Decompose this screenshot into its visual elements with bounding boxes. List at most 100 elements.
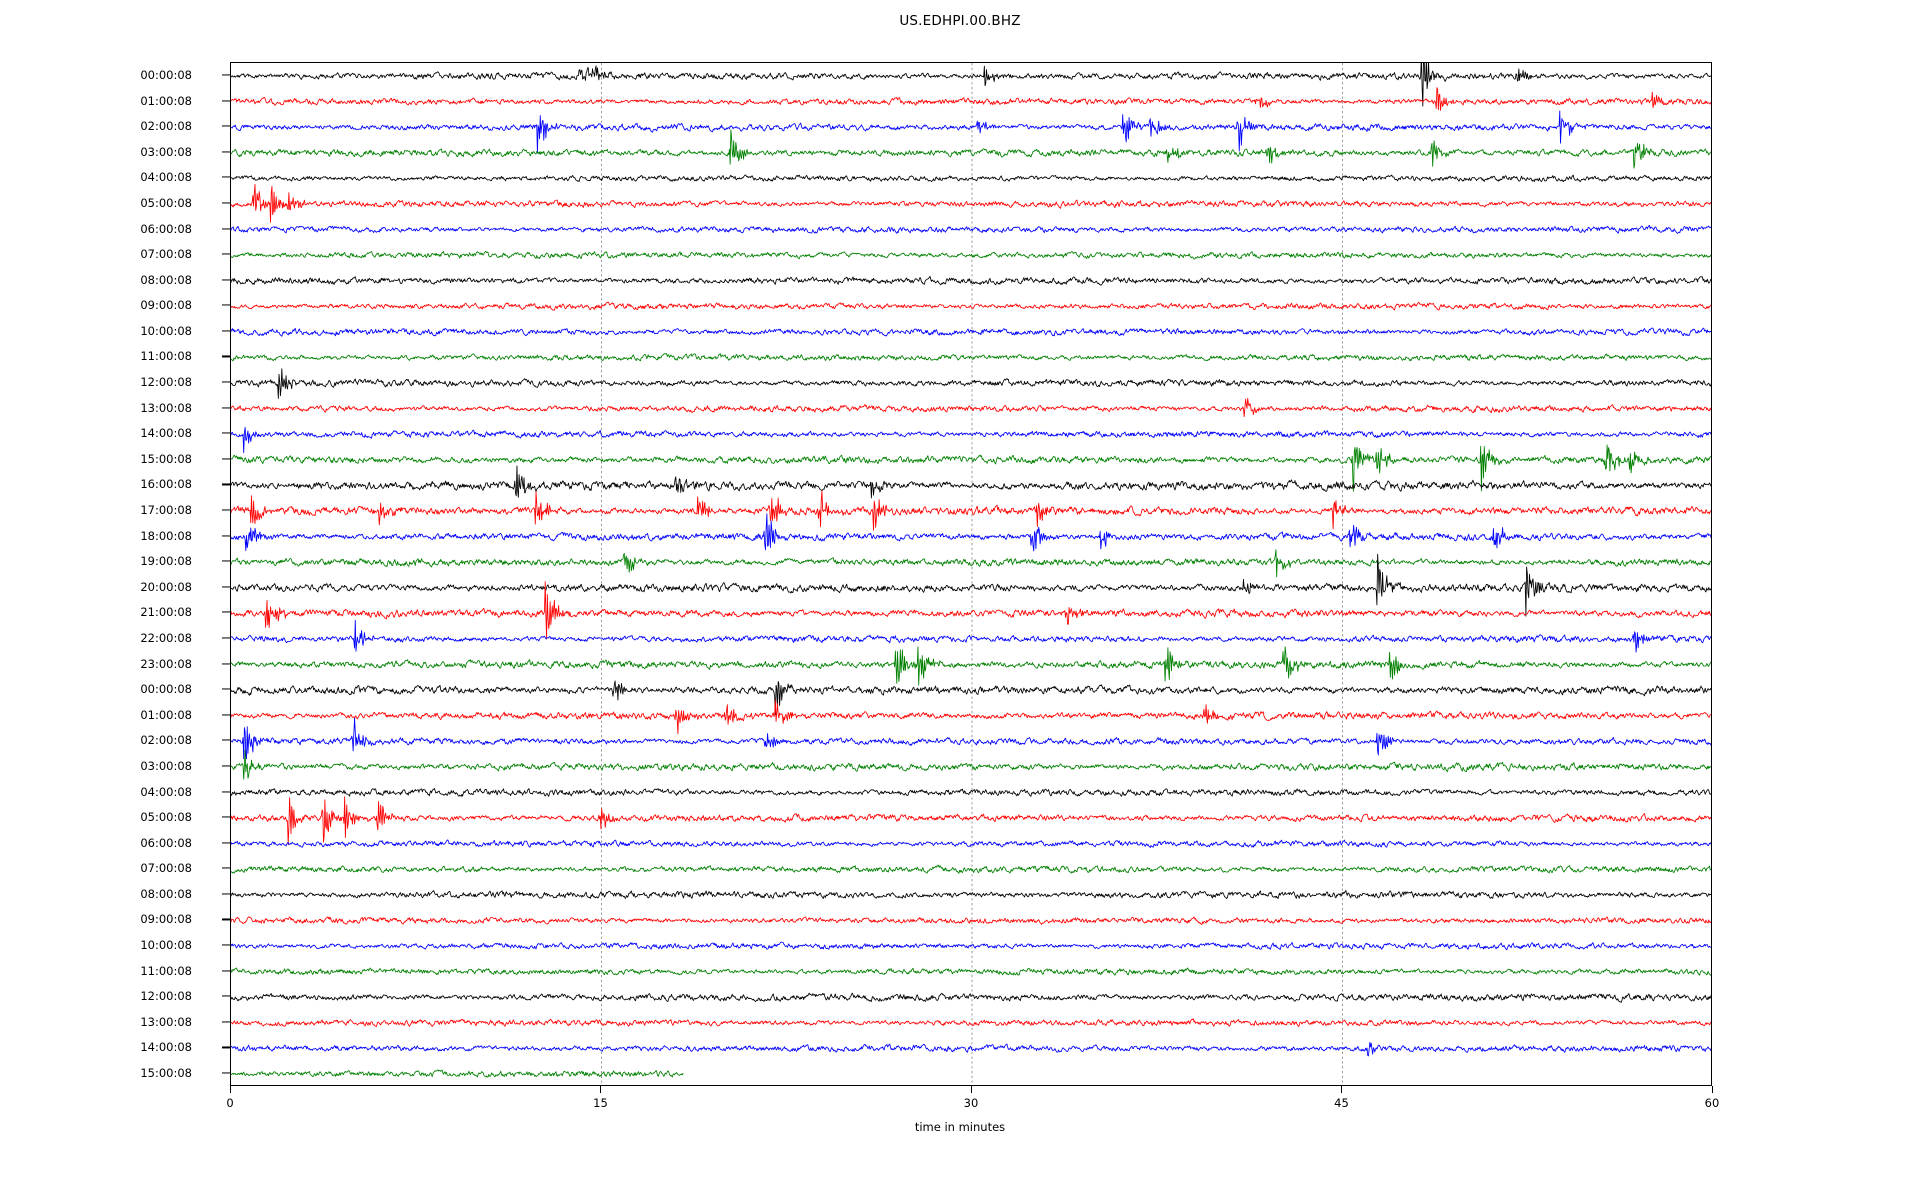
waveform-trace xyxy=(231,368,1711,399)
y-tick-label: 18:00:08 xyxy=(140,528,192,543)
waveform-trace xyxy=(231,465,1711,499)
waveform-trace xyxy=(231,796,1711,845)
y-tick-label: 14:00:08 xyxy=(140,1040,192,1055)
waveform-trace xyxy=(231,619,1711,653)
y-tick-label: 00:00:08 xyxy=(140,68,192,82)
waveform-trace xyxy=(231,839,1711,848)
waveform-trace xyxy=(231,890,1711,899)
plot-area xyxy=(230,62,1712,1086)
y-tick-mark xyxy=(222,560,230,562)
y-tick-mark xyxy=(222,74,230,76)
y-tick-mark xyxy=(222,483,230,485)
x-tick-mark xyxy=(970,1086,972,1093)
y-tick-mark xyxy=(222,125,230,127)
page-title: US.EDHPI.00.BHZ xyxy=(899,13,1021,29)
waveform-trace xyxy=(231,680,1711,716)
y-tick-mark xyxy=(222,995,230,997)
waveform-trace xyxy=(231,224,1711,234)
waveform-trace xyxy=(231,864,1711,874)
y-tick-mark xyxy=(222,637,230,639)
x-tick-mark xyxy=(600,1086,602,1093)
y-tick-label: 08:00:08 xyxy=(140,886,192,901)
waveform-trace xyxy=(231,581,1711,640)
waveform-trace xyxy=(231,327,1711,337)
y-tick-label: 15:00:08 xyxy=(140,451,192,466)
waveform-trace xyxy=(231,513,1711,552)
y-tick-mark xyxy=(222,586,230,588)
y-tick-label: 11:00:08 xyxy=(140,963,192,978)
y-tick-mark xyxy=(222,970,230,972)
y-tick-label: 11:00:08 xyxy=(140,349,192,364)
waveform-trace xyxy=(231,250,1711,260)
y-tick-label: 00:00:08 xyxy=(140,682,192,697)
y-tick-mark xyxy=(222,330,230,332)
y-tick-label: 06:00:08 xyxy=(140,835,192,850)
y-tick-mark xyxy=(222,304,230,306)
waveform-trace xyxy=(231,301,1711,311)
x-tick-mark xyxy=(229,1086,231,1093)
waveform-traces xyxy=(231,63,1711,1085)
waveform-trace xyxy=(231,129,1711,169)
y-tick-label: 12:00:08 xyxy=(140,375,192,390)
y-tick-mark xyxy=(222,739,230,741)
x-tick-label: 30 xyxy=(963,1096,979,1110)
x-axis-label: time in minutes xyxy=(914,1120,1006,1134)
y-tick-label: 14:00:08 xyxy=(140,426,192,441)
waveform-trace xyxy=(231,444,1711,492)
waveform-trace xyxy=(231,174,1711,183)
y-tick-mark xyxy=(222,867,230,869)
x-tick-mark xyxy=(1711,1086,1713,1093)
y-tick-label: 04:00:08 xyxy=(140,784,192,799)
waveform-trace xyxy=(231,992,1711,1003)
y-tick-mark xyxy=(222,432,230,434)
y-tick-mark xyxy=(222,202,230,204)
y-tick-label: 09:00:08 xyxy=(140,298,192,313)
y-tick-label: 09:00:08 xyxy=(140,912,192,927)
waveform-trace xyxy=(231,916,1711,925)
y-tick-mark xyxy=(222,100,230,102)
x-tick-label: 45 xyxy=(1334,1096,1349,1110)
plot-inner xyxy=(231,63,1711,1085)
waveform-trace xyxy=(231,749,1711,780)
y-tick-label: 10:00:08 xyxy=(140,323,192,338)
y-tick-label: 16:00:08 xyxy=(140,477,192,492)
y-tick-mark xyxy=(222,381,230,383)
y-tick-mark xyxy=(222,253,230,255)
waveform-trace xyxy=(231,646,1711,686)
waveform-trace xyxy=(231,110,1711,154)
x-tick-label: 0 xyxy=(226,1096,234,1110)
y-tick-label: 15:00:08 xyxy=(140,1066,192,1080)
y-tick-label: 02:00:08 xyxy=(140,733,192,748)
y-tick-mark xyxy=(222,279,230,281)
waveform-trace xyxy=(231,63,1711,107)
waveform-trace xyxy=(231,184,1711,223)
y-tick-mark xyxy=(222,227,230,230)
y-tick-mark xyxy=(222,355,230,358)
y-tick-label: 13:00:08 xyxy=(140,1014,192,1029)
waveform-trace xyxy=(231,967,1711,976)
waveform-trace xyxy=(231,87,1711,111)
y-tick-label: 19:00:08 xyxy=(140,554,192,569)
waveform-trace xyxy=(231,426,1711,454)
x-tick-label: 60 xyxy=(1704,1096,1720,1110)
y-tick-mark xyxy=(222,535,230,537)
waveform-trace xyxy=(231,941,1711,951)
y-tick-label: 23:00:08 xyxy=(140,656,192,671)
y-tick-mark xyxy=(222,407,230,409)
y-tick-mark xyxy=(222,688,230,690)
waveform-trace xyxy=(231,275,1711,286)
y-tick-mark xyxy=(222,714,230,716)
waveform-trace xyxy=(231,699,1711,735)
y-tick-mark xyxy=(222,790,230,793)
y-tick-mark xyxy=(222,842,230,844)
y-tick-label: 21:00:08 xyxy=(140,605,192,620)
y-tick-mark xyxy=(222,1021,230,1023)
y-tick-label: 01:00:08 xyxy=(140,707,192,722)
y-tick-mark xyxy=(222,663,230,665)
waveform-trace xyxy=(231,397,1711,418)
y-tick-mark xyxy=(222,151,230,153)
y-tick-label: 05:00:08 xyxy=(140,810,192,825)
x-tick-mark xyxy=(1341,1086,1343,1093)
y-tick-mark xyxy=(222,944,230,946)
y-tick-mark xyxy=(222,918,230,920)
